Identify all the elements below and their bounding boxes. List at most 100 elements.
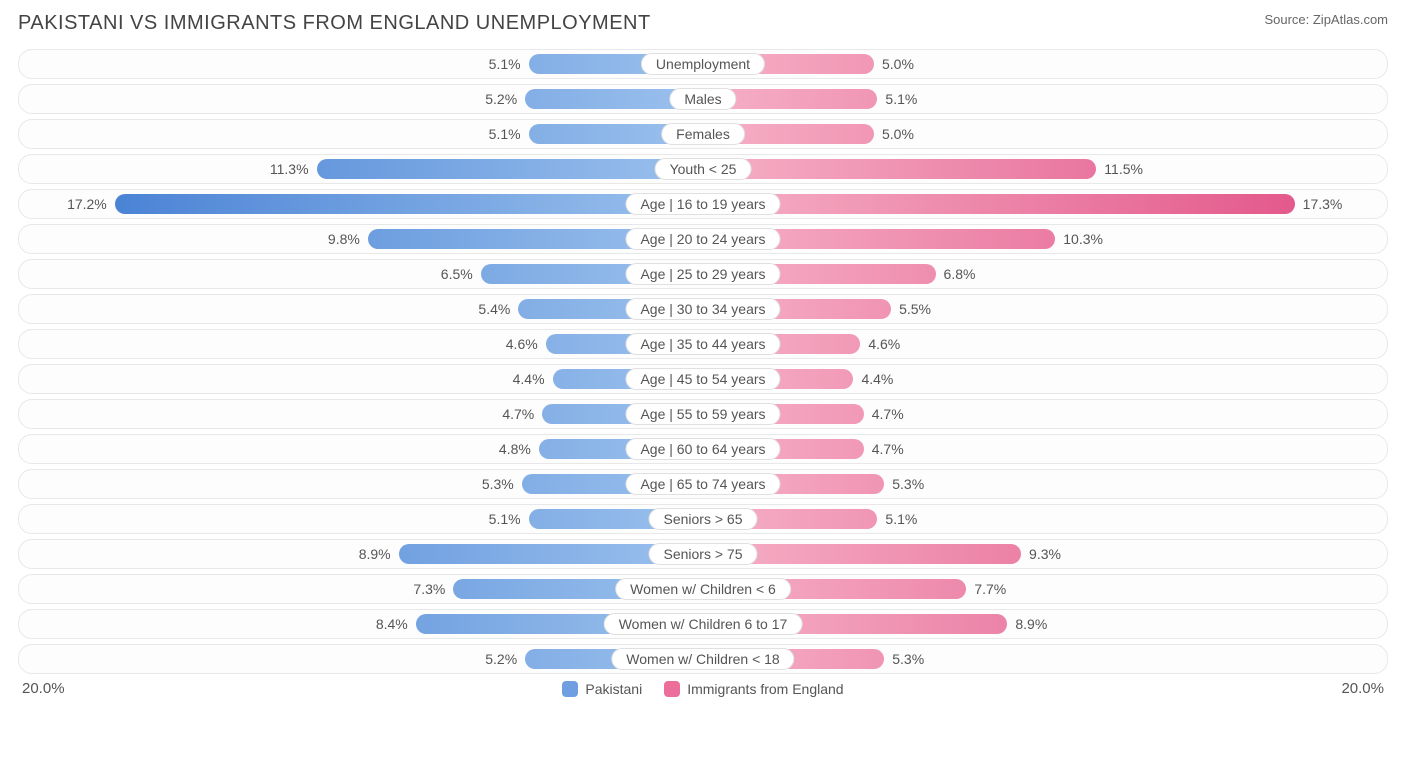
- chart-row: 4.4%4.4%Age | 45 to 54 years: [18, 364, 1388, 394]
- value-label-right: 7.7%: [974, 581, 1006, 597]
- bar-half-right: 4.7%: [703, 435, 1387, 463]
- legend-item-right: Immigrants from England: [664, 681, 843, 697]
- category-label: Seniors > 65: [649, 508, 758, 530]
- value-label-left: 11.3%: [270, 161, 309, 177]
- value-label-right: 9.3%: [1029, 546, 1061, 562]
- bar-half-right: 4.6%: [703, 330, 1387, 358]
- chart-row: 5.2% 5.3%Women w/ Children < 18: [18, 644, 1388, 674]
- legend-swatch-left: [562, 681, 578, 697]
- axis-max-left: 20.0%: [22, 680, 65, 697]
- chart-row: 8.4% 8.9% Women w/ Children 6 to 17: [18, 609, 1388, 639]
- chart-header: PAKISTANI VS IMMIGRANTS FROM ENGLAND UNE…: [18, 12, 1388, 35]
- category-label: Women w/ Children < 6: [615, 578, 791, 600]
- value-label-left: 8.4%: [376, 616, 408, 632]
- bar-half-left: 8.9%: [19, 540, 703, 568]
- legend: Pakistani Immigrants from England: [562, 681, 843, 697]
- value-label-left: 5.3%: [482, 476, 514, 492]
- chart-row: 11.3% 11.5% Youth < 25: [18, 154, 1388, 184]
- chart-row: 5.3%5.3%Age | 65 to 74 years: [18, 469, 1388, 499]
- category-label: Age | 35 to 44 years: [625, 333, 780, 355]
- chart-row: 4.6% 4.6% Age | 35 to 44 years: [18, 329, 1388, 359]
- value-label-left: 4.8%: [499, 441, 531, 457]
- bar-half-left: 8.4%: [19, 610, 703, 638]
- chart-row: 17.2% 17.3% Age | 16 to 19 years: [18, 189, 1388, 219]
- value-label-left: 5.2%: [485, 91, 517, 107]
- bar-half-right: 4.4%: [703, 365, 1387, 393]
- value-label-right: 17.3%: [1303, 196, 1343, 212]
- value-label-right: 5.0%: [882, 56, 914, 72]
- bar-half-right: 5.3%: [703, 470, 1387, 498]
- chart-area: 5.1% 5.0% Unemployment 5.2% 5.1% Males 5.1% 5.0…: [18, 49, 1388, 674]
- bar-half-right: 11.5%: [703, 155, 1387, 183]
- bar-half-left: 5.1%: [19, 50, 703, 78]
- value-label-left: 5.1%: [489, 511, 521, 527]
- bar-half-right: 17.3%: [703, 190, 1387, 218]
- chart-title: PAKISTANI VS IMMIGRANTS FROM ENGLAND UNE…: [18, 12, 651, 35]
- value-label-right: 6.8%: [944, 266, 976, 282]
- axis-max-right: 20.0%: [1341, 680, 1384, 697]
- chart-row: 7.3% 7.7% Women w/ Children < 6: [18, 574, 1388, 604]
- bar-half-left: 11.3%: [19, 155, 703, 183]
- bar-right: [703, 159, 1096, 179]
- bar-half-right: 5.0%: [703, 50, 1387, 78]
- category-label: Age | 16 to 19 years: [625, 193, 780, 215]
- value-label-left: 17.2%: [67, 196, 107, 212]
- value-label-right: 4.6%: [868, 336, 900, 352]
- chart-row: 5.1% 5.1% Seniors > 65: [18, 504, 1388, 534]
- bar-half-right: 7.7%: [703, 575, 1387, 603]
- bar-half-right: 5.5%: [703, 295, 1387, 323]
- value-label-right: 5.5%: [899, 301, 931, 317]
- bar-half-right: 5.1%: [703, 505, 1387, 533]
- bar-half-left: 5.3%: [19, 470, 703, 498]
- value-label-right: 8.9%: [1015, 616, 1047, 632]
- value-label-left: 9.8%: [328, 231, 360, 247]
- category-label: Age | 65 to 74 years: [625, 473, 780, 495]
- value-label-left: 7.3%: [413, 581, 445, 597]
- value-label-right: 5.1%: [885, 511, 917, 527]
- value-label-right: 4.4%: [861, 371, 893, 387]
- category-label: Women w/ Children < 18: [611, 648, 794, 670]
- bar-half-left: 17.2%: [19, 190, 703, 218]
- legend-item-left: Pakistani: [562, 681, 642, 697]
- category-label: Youth < 25: [655, 158, 752, 180]
- value-label-left: 5.2%: [485, 651, 517, 667]
- bar-left: [317, 159, 703, 179]
- value-label-left: 4.7%: [502, 406, 534, 422]
- chart-row: 4.7% 4.7% Age | 55 to 59 years: [18, 399, 1388, 429]
- bar-half-right: 5.3%: [703, 645, 1387, 673]
- bar-half-left: 5.1%: [19, 120, 703, 148]
- legend-label-left: Pakistani: [585, 681, 642, 697]
- value-label-right: 4.7%: [872, 406, 904, 422]
- bar-half-right: 6.8%: [703, 260, 1387, 288]
- value-label-right: 5.0%: [882, 126, 914, 142]
- bar-half-left: 4.6%: [19, 330, 703, 358]
- chart-row: 6.5%6.8%Age | 25 to 29 years: [18, 259, 1388, 289]
- category-label: Age | 30 to 34 years: [625, 298, 780, 320]
- bar-half-right: 9.3%: [703, 540, 1387, 568]
- category-label: Women w/ Children 6 to 17: [604, 613, 803, 635]
- bar-half-left: 4.8%: [19, 435, 703, 463]
- chart-row: 5.4% 5.5% Age | 30 to 34 years: [18, 294, 1388, 324]
- category-label: Age | 55 to 59 years: [625, 403, 780, 425]
- chart-footer: 20.0% Pakistani Immigrants from England …: [18, 680, 1388, 697]
- value-label-left: 5.1%: [489, 56, 521, 72]
- bar-half-left: 6.5%: [19, 260, 703, 288]
- category-label: Age | 20 to 24 years: [625, 228, 780, 250]
- category-label: Age | 45 to 54 years: [625, 368, 780, 390]
- category-label: Females: [661, 123, 745, 145]
- category-label: Males: [669, 88, 736, 110]
- bar-half-left: 5.1%: [19, 505, 703, 533]
- value-label-left: 4.6%: [506, 336, 538, 352]
- value-label-left: 6.5%: [441, 266, 473, 282]
- chart-row: 9.8%10.3%Age | 20 to 24 years: [18, 224, 1388, 254]
- value-label-right: 11.5%: [1104, 161, 1143, 177]
- bar-half-left: 5.2%: [19, 85, 703, 113]
- value-label-left: 5.4%: [478, 301, 510, 317]
- chart-row: 8.9%9.3%Seniors > 75: [18, 539, 1388, 569]
- value-label-left: 8.9%: [359, 546, 391, 562]
- legend-label-right: Immigrants from England: [687, 681, 843, 697]
- category-label: Unemployment: [641, 53, 765, 75]
- bar-half-left: 9.8%: [19, 225, 703, 253]
- value-label-right: 4.7%: [872, 441, 904, 457]
- chart-row: 5.1% 5.0% Unemployment: [18, 49, 1388, 79]
